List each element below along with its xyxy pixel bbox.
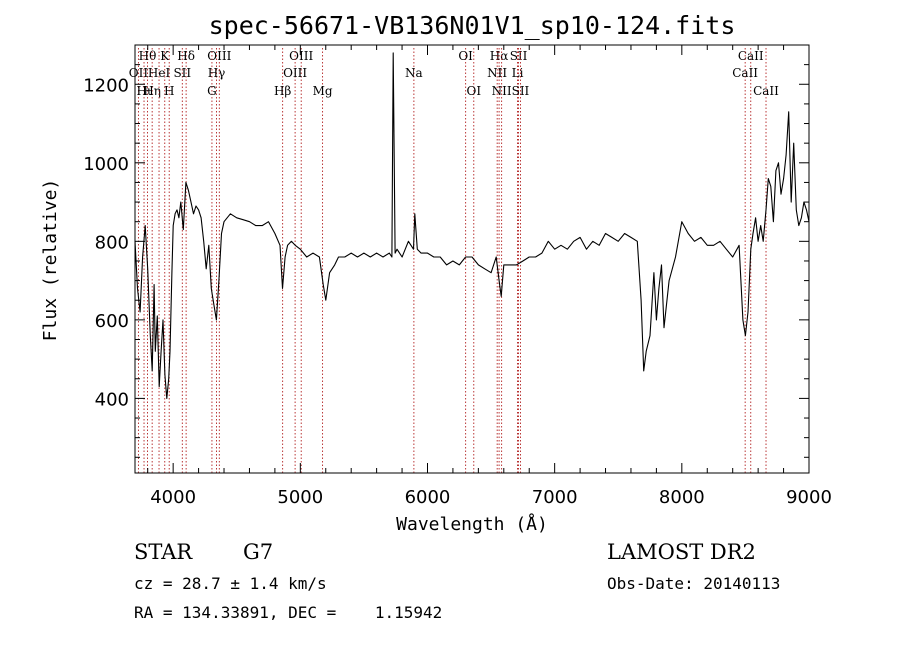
spectrum-line	[134, 52, 810, 399]
x-tick-label: 9000	[786, 487, 832, 508]
plot-frame	[134, 44, 810, 474]
line-marker-label: NII	[487, 66, 507, 80]
coordinates-text: RA = 134.33891, DEC = 1.15942	[134, 603, 443, 622]
redshift-text: cz = 28.7 ± 1.4 km/s	[134, 574, 327, 593]
line-marker-label: H	[164, 84, 174, 98]
line-marker-label: SII	[173, 66, 191, 80]
line-marker-label: Hγ	[208, 66, 226, 80]
line-marker-label: Hα	[490, 49, 509, 63]
line-marker-label: Hδ	[177, 49, 195, 63]
line-marker-label: OII	[129, 66, 149, 80]
line-marker-label: CaII	[732, 66, 758, 80]
obs-date-text: Obs-Date: 20140113	[607, 574, 781, 593]
line-marker-label: SII	[510, 49, 528, 63]
y-tick-label: 1000	[83, 154, 129, 175]
line-marker-label: Hβ	[274, 84, 291, 98]
line-marker-label: Hι	[136, 84, 151, 98]
x-tick-label: 8000	[659, 487, 705, 508]
subclass: G7	[243, 540, 274, 564]
line-marker-label: Li	[512, 66, 524, 80]
line-marker-label: OIII	[289, 49, 313, 63]
line-marker-label: OI	[466, 84, 481, 98]
x-tick-label: 6000	[405, 487, 451, 508]
line-marker-label: K	[160, 49, 170, 63]
y-tick-label: 1200	[83, 75, 129, 96]
x-tick-label: 4000	[150, 487, 196, 508]
line-marker-label: HeI	[148, 66, 171, 80]
line-marker-label: Na	[405, 66, 423, 80]
line-marker-label: CaII	[738, 49, 764, 63]
x-axis: 4000 5000 6000 7000 8000 9000	[147, 45, 832, 508]
line-marker-label: NII	[492, 84, 512, 98]
object-type: STAR	[134, 540, 193, 564]
line-marker-label: G	[207, 84, 217, 98]
line-marker-label: OIII	[207, 49, 231, 63]
line-marker-label: Hθ	[139, 49, 157, 63]
line-marker-label: Hη	[143, 84, 161, 98]
line-marker-label: OIII	[283, 66, 307, 80]
y-axis-label: Flux (relative)	[40, 179, 61, 342]
line-marker-label: OI	[458, 49, 473, 63]
x-axis-label: Wavelength (Å)	[396, 513, 548, 535]
y-tick-label: 600	[95, 311, 129, 332]
y-axis: 400 600 800 1000 1200	[83, 44, 809, 458]
survey-name: LAMOST DR2	[607, 540, 756, 564]
y-tick-label: 800	[95, 232, 129, 253]
line-marker-label: Mg	[313, 84, 333, 98]
y-tick-label: 400	[95, 389, 129, 410]
line-markers: Hθ OII Hη K HeI Hι Hδ SII H OIII Hγ G OIII OIII Hβ Mg Na…	[129, 48, 779, 473]
spectrum-series	[134, 52, 810, 399]
line-marker-label: SII	[512, 84, 530, 98]
x-tick-label: 7000	[532, 487, 578, 508]
chart-title: spec-56671-VB136N01V1_sp10-124.fits	[209, 11, 736, 40]
x-tick-label: 5000	[277, 487, 323, 508]
line-marker-label: CaII	[753, 84, 779, 98]
